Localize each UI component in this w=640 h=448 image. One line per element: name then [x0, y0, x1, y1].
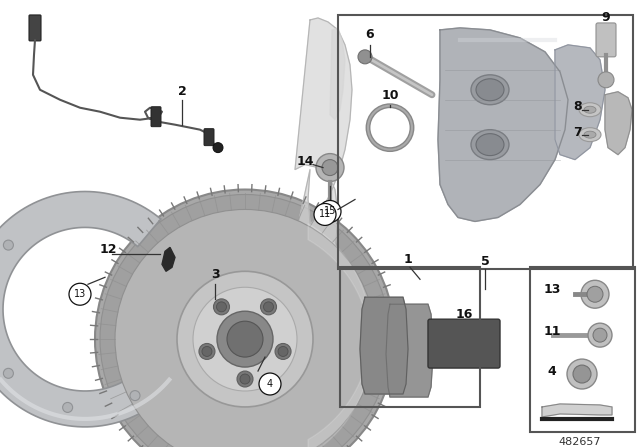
Text: 13: 13: [543, 283, 561, 296]
Text: 10: 10: [381, 89, 399, 102]
Circle shape: [598, 72, 614, 88]
Circle shape: [227, 321, 263, 357]
Circle shape: [581, 280, 609, 308]
Polygon shape: [162, 247, 175, 271]
Circle shape: [213, 142, 223, 153]
Circle shape: [260, 299, 276, 315]
Ellipse shape: [584, 106, 596, 113]
Polygon shape: [386, 304, 433, 397]
Text: 482657: 482657: [559, 437, 601, 447]
Circle shape: [259, 373, 281, 395]
Text: 11: 11: [319, 210, 331, 220]
Circle shape: [275, 344, 291, 359]
Text: 9: 9: [602, 12, 611, 25]
Polygon shape: [438, 28, 568, 221]
Circle shape: [115, 210, 375, 448]
Text: 4: 4: [267, 379, 273, 389]
Polygon shape: [0, 191, 187, 427]
Ellipse shape: [476, 79, 504, 101]
Circle shape: [214, 299, 230, 315]
Circle shape: [237, 371, 253, 387]
Text: 3: 3: [211, 268, 220, 281]
Text: 15: 15: [324, 207, 336, 216]
Circle shape: [314, 203, 336, 225]
Circle shape: [264, 302, 273, 312]
Circle shape: [202, 346, 212, 357]
Text: 1: 1: [404, 253, 412, 266]
Ellipse shape: [584, 131, 596, 138]
FancyBboxPatch shape: [204, 129, 214, 146]
Ellipse shape: [476, 134, 504, 155]
Ellipse shape: [579, 128, 601, 142]
Text: 4: 4: [548, 365, 556, 378]
Polygon shape: [330, 28, 345, 120]
Circle shape: [573, 365, 591, 383]
Circle shape: [63, 402, 72, 413]
Text: 2: 2: [178, 85, 186, 98]
Ellipse shape: [471, 75, 509, 105]
Ellipse shape: [471, 129, 509, 159]
Circle shape: [319, 201, 341, 222]
Text: 6: 6: [365, 28, 374, 41]
FancyBboxPatch shape: [151, 107, 161, 127]
Circle shape: [217, 311, 273, 367]
FancyBboxPatch shape: [596, 23, 616, 57]
Text: 8: 8: [573, 100, 582, 113]
Polygon shape: [360, 297, 408, 394]
Circle shape: [587, 286, 603, 302]
Circle shape: [316, 154, 344, 181]
Circle shape: [199, 344, 215, 359]
Text: 16: 16: [455, 308, 473, 321]
Circle shape: [567, 359, 597, 389]
Circle shape: [216, 302, 227, 312]
Text: 11: 11: [543, 325, 561, 338]
Circle shape: [193, 287, 297, 391]
Ellipse shape: [579, 103, 601, 116]
FancyBboxPatch shape: [428, 319, 500, 368]
Circle shape: [177, 271, 313, 407]
Circle shape: [3, 240, 13, 250]
FancyBboxPatch shape: [29, 15, 41, 41]
Polygon shape: [542, 404, 612, 417]
Circle shape: [69, 283, 91, 305]
Circle shape: [278, 346, 288, 357]
Circle shape: [358, 50, 372, 64]
Circle shape: [322, 159, 338, 176]
Circle shape: [593, 328, 607, 342]
Circle shape: [3, 368, 13, 378]
Polygon shape: [555, 45, 605, 159]
Polygon shape: [288, 18, 352, 309]
Text: 13: 13: [74, 289, 86, 299]
Text: 14: 14: [296, 155, 314, 168]
Text: 7: 7: [573, 126, 582, 139]
Circle shape: [130, 391, 140, 401]
Text: 12: 12: [99, 243, 116, 256]
Circle shape: [100, 194, 390, 448]
Circle shape: [240, 374, 250, 384]
Text: 5: 5: [481, 255, 490, 268]
Polygon shape: [605, 92, 632, 155]
Circle shape: [588, 323, 612, 347]
Circle shape: [95, 190, 395, 448]
